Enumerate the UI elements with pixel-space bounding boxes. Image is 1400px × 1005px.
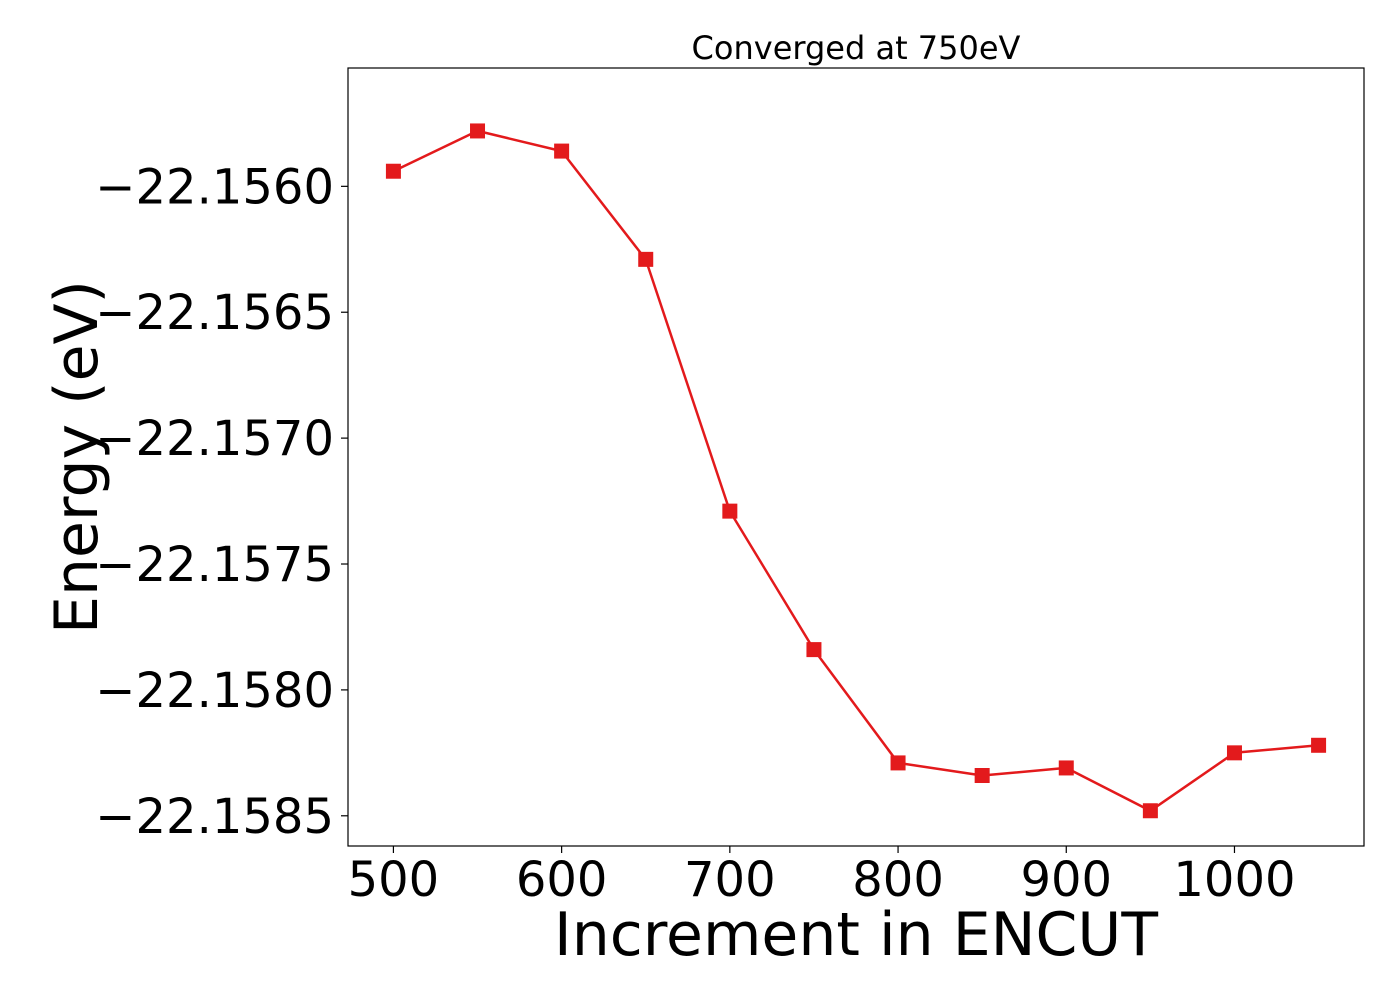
data-point-marker bbox=[1311, 737, 1327, 753]
data-point-marker bbox=[1058, 760, 1074, 776]
x-axis-label: Increment in ENCUT bbox=[554, 900, 1158, 970]
data-point-marker bbox=[1142, 803, 1158, 819]
data-point-marker bbox=[385, 163, 401, 179]
x-tick-label: 900 bbox=[1020, 852, 1112, 908]
data-point-marker bbox=[806, 642, 822, 658]
y-tick-label: −22.1560 bbox=[95, 159, 334, 215]
data-point-marker bbox=[470, 123, 486, 139]
data-point-marker bbox=[1226, 745, 1242, 761]
y-tick-label: −22.1565 bbox=[95, 285, 334, 341]
series-line bbox=[392, 129, 1319, 813]
x-tick-label: 800 bbox=[852, 852, 944, 908]
x-tick-label: 500 bbox=[348, 852, 440, 908]
data-point-marker bbox=[554, 143, 570, 159]
data-point-marker bbox=[638, 251, 654, 267]
data-point-marker bbox=[890, 755, 906, 771]
y-axis-label: Energy (eV) bbox=[42, 280, 112, 634]
x-tick-label: 600 bbox=[516, 852, 608, 908]
plot-frame bbox=[347, 67, 1365, 847]
chart-title: Converged at 750eV bbox=[692, 29, 1021, 67]
data-point-marker bbox=[974, 768, 990, 784]
x-tick-label: 1000 bbox=[1173, 852, 1295, 908]
y-tick-label: −22.1585 bbox=[95, 789, 334, 845]
y-tick-label: −22.1570 bbox=[95, 411, 334, 467]
y-tick-label: −22.1580 bbox=[95, 663, 334, 719]
x-tick-label: 700 bbox=[684, 852, 776, 908]
data-point-marker bbox=[722, 503, 738, 519]
y-tick-label: −22.1575 bbox=[95, 537, 334, 593]
